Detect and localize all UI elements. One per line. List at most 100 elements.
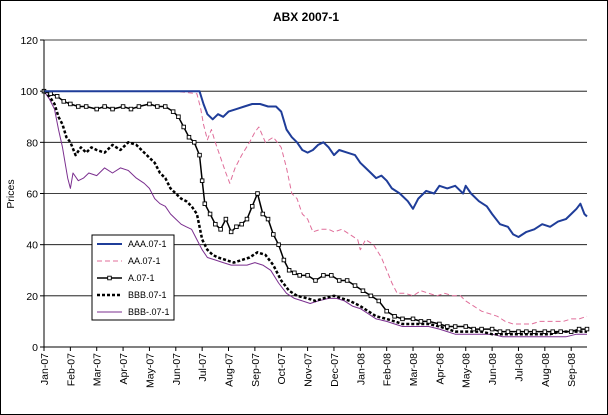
legend-marker <box>107 275 112 281</box>
legend-label-4: BBB-.07-1 <box>128 307 170 317</box>
series-point <box>271 232 276 237</box>
x-tick-label: Mar-07 <box>92 353 104 386</box>
y-tick-label: 20 <box>26 291 38 303</box>
series-layer <box>41 88 590 338</box>
x-tick-label: Apr-07 <box>118 353 130 385</box>
x-tick-label: Jul-08 <box>513 353 525 382</box>
series-point <box>568 329 574 334</box>
series-point <box>244 216 250 222</box>
x-tick-label: Nov-07 <box>303 353 315 387</box>
chart-title: ABX 2007-1 <box>273 10 339 24</box>
series-point <box>94 106 99 112</box>
series-point <box>228 229 234 235</box>
series-point <box>336 278 342 283</box>
series-line-0 <box>44 90 588 238</box>
x-tick-label: Jul-07 <box>197 353 209 382</box>
series-point <box>260 211 266 217</box>
series-point <box>223 216 229 222</box>
x-tick-label: Dec-07 <box>329 353 341 387</box>
legend-label-2: A.07-1 <box>128 273 155 283</box>
x-tick-label: Aug-08 <box>540 353 552 387</box>
y-tick-label: 100 <box>20 86 38 98</box>
series-point <box>463 324 468 329</box>
x-tick-label: Mar-08 <box>408 353 420 386</box>
legend-box <box>91 234 175 321</box>
series-point <box>197 152 202 158</box>
x-tick-label: Feb-08 <box>382 353 394 386</box>
series-point <box>471 326 476 332</box>
series-point <box>505 329 511 334</box>
series-point <box>286 268 292 273</box>
series-point <box>305 273 310 278</box>
x-tick-label: Sep-08 <box>566 353 578 387</box>
series-point <box>136 104 142 109</box>
x-tick-label: Jan-07 <box>39 353 51 385</box>
series-point <box>239 221 244 227</box>
series-point <box>207 211 213 217</box>
x-tick-label: May-08 <box>461 353 473 388</box>
series-point <box>292 270 297 276</box>
series-point <box>426 319 432 324</box>
series-point <box>181 124 186 130</box>
series-point <box>199 178 205 183</box>
series-point <box>344 278 350 283</box>
x-tick-label: May-07 <box>144 353 156 388</box>
x-tick-label: Sep-07 <box>250 353 262 387</box>
series-point <box>265 216 271 222</box>
series-point <box>376 298 382 304</box>
series-point <box>452 324 458 329</box>
series-point <box>410 316 416 322</box>
series-point <box>479 326 484 332</box>
x-axis-tick-labels: Jan-07 Feb-07 Mar-07 Apr-07 May-07 Jun-07 Jul-… <box>39 347 578 388</box>
series-point <box>516 329 521 334</box>
series-point <box>163 104 168 109</box>
series-point <box>392 314 397 319</box>
legend: AAA.07-1 AA.07-1 A.07-1 BBB.07-1 BBB-.07-1 <box>91 234 175 321</box>
series-point <box>191 140 197 145</box>
series-point <box>576 326 582 332</box>
series-point <box>155 104 160 109</box>
series-line-4 <box>43 90 587 338</box>
x-tick-label: Jun-08 <box>487 353 499 385</box>
series-point <box>497 329 503 334</box>
legend-label-1: AA.07-1 <box>128 256 161 266</box>
y-axis-tick-labels: 0 20 40 60 80 100 120 <box>20 35 44 354</box>
series-point <box>368 293 374 299</box>
series-point <box>83 104 89 109</box>
series-point <box>61 99 67 104</box>
series-point <box>542 329 548 334</box>
legend-label-3: BBB.07-1 <box>128 290 167 300</box>
series-point <box>249 204 255 209</box>
series-point <box>321 273 326 278</box>
series-point <box>128 106 134 112</box>
x-tick-label: Jan-08 <box>355 353 367 385</box>
series-line-1 <box>44 90 588 325</box>
series-point <box>558 329 563 334</box>
series-point <box>176 114 181 119</box>
series-point <box>48 91 53 96</box>
series-point <box>418 319 424 324</box>
series-point <box>213 221 218 227</box>
series-point <box>360 288 366 293</box>
series-line-3 <box>43 90 587 336</box>
y-tick-label: 60 <box>26 189 38 201</box>
series-point <box>532 329 537 334</box>
x-tick-label: Feb-07 <box>65 353 77 386</box>
series-line-2 <box>43 90 587 333</box>
series-point <box>437 321 442 327</box>
y-tick-label: 120 <box>20 35 38 47</box>
series-point <box>297 273 302 278</box>
series-point <box>202 201 208 206</box>
series-point <box>524 329 529 334</box>
y-tick-label: 40 <box>26 240 38 252</box>
series-point <box>102 104 107 109</box>
series-point <box>489 326 495 332</box>
series-point <box>281 257 287 263</box>
series-point <box>584 326 590 332</box>
series-point <box>329 273 334 278</box>
series-point <box>445 324 450 329</box>
x-tick-label: Apr-08 <box>434 353 446 385</box>
series-point <box>120 104 126 109</box>
series-point <box>384 308 389 314</box>
